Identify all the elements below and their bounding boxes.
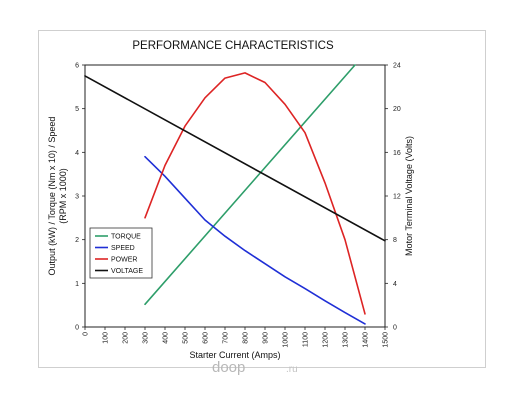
x-tick-label: 1400 (363, 332, 370, 348)
left-tick-label: 0 (75, 325, 79, 332)
legend-label-voltage: VOLTAGE (111, 268, 143, 275)
x-tick-label: 0 (83, 332, 90, 336)
x-tick-label: 100 (103, 332, 110, 344)
x-tick-label: 300 (143, 332, 150, 344)
series-line-power (144, 72, 366, 315)
x-tick-label: 800 (243, 332, 250, 344)
x-tick-label: 1000 (283, 332, 290, 348)
right-tick-label: 4 (393, 281, 397, 288)
watermark: doop .ru (212, 359, 298, 376)
plot-border (84, 64, 386, 328)
right-tick-label: 16 (393, 150, 401, 157)
chart-frame (38, 30, 486, 368)
left-tick-label: 5 (75, 106, 79, 113)
right-tick-label: 24 (393, 63, 401, 70)
x-tick-label: 1200 (323, 332, 330, 348)
right-tick-label: 20 (393, 106, 401, 113)
left-axis-ticks: 0 1 2 3 4 5 6 (75, 63, 85, 332)
watermark-suffix: .ru (286, 364, 298, 375)
right-axis-ticks: 0 4 8 12 16 20 24 (385, 63, 401, 332)
x-tick-label: 400 (163, 332, 170, 344)
legend-label-speed: SPEED (111, 245, 135, 252)
series-line-speed (144, 155, 366, 325)
right-tick-label: 8 (393, 237, 397, 244)
left-axis-title-line1: Output (kW) / Torque (Nm x 10) / Speed (47, 117, 57, 276)
x-tick-label: 500 (183, 332, 190, 344)
left-tick-label: 4 (75, 150, 79, 157)
left-tick-label: 2 (75, 237, 79, 244)
right-axis-title: Motor Terminal Voltage (Volts) (404, 136, 414, 256)
chart-title: PERFORMANCE CHARACTERISTICS (132, 40, 334, 52)
series-line-voltage (84, 75, 386, 242)
watermark-brand: doop (212, 359, 245, 376)
right-tick-label: 0 (393, 325, 397, 332)
legend-label-power: POWER (111, 257, 137, 264)
x-tick-label: 200 (123, 332, 130, 344)
x-tick-label: 1100 (303, 332, 310, 347)
x-tick-label: 900 (263, 332, 270, 344)
left-axis-title-line2: (RPM x 1000) (58, 168, 68, 224)
x-tick-label: 1500 (383, 332, 390, 348)
series-line-torque (144, 64, 356, 306)
left-tick-label: 6 (75, 63, 79, 70)
legend: TORQUE SPEED POWER VOLTAGE (89, 227, 153, 279)
left-tick-label: 1 (75, 281, 79, 288)
legend-label-torque: TORQUE (111, 234, 141, 241)
x-tick-label: 600 (203, 332, 210, 344)
series-lines (84, 64, 386, 325)
plot-area (84, 64, 386, 328)
x-tick-label: 700 (223, 332, 230, 344)
left-tick-label: 3 (75, 194, 79, 201)
x-axis-ticks: 0 100 200 300 400 500 600 700 800 900 1000 1100 1200… (83, 327, 390, 348)
x-axis-title: Starter Current (Amps) (189, 350, 280, 360)
x-tick-label: 1300 (343, 332, 350, 348)
right-tick-label: 12 (393, 194, 401, 201)
